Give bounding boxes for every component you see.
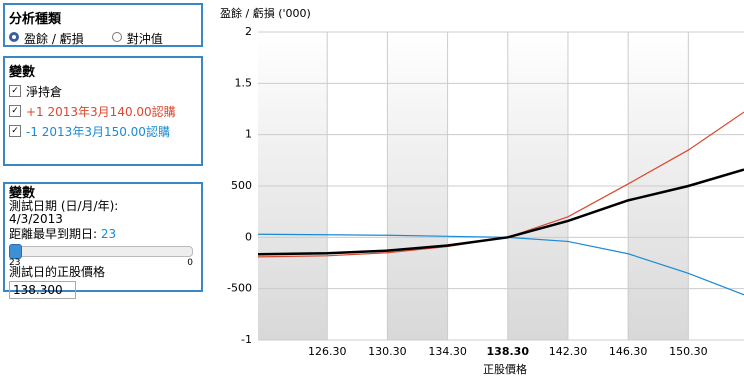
y-tick-label: -500	[227, 282, 252, 295]
slider[interactable]: 23 0	[9, 244, 197, 268]
x-tick-label: 126.30	[308, 345, 347, 358]
x-tick-label: 138.30	[487, 345, 530, 358]
days: 23	[100, 227, 117, 241]
panel-title: 變數	[9, 65, 36, 80]
panel-title: 變數	[9, 186, 36, 201]
y-tick-label: 2	[245, 25, 252, 38]
price-label: 測試日的正股價格	[9, 265, 106, 279]
shaded-band	[507, 32, 568, 340]
checkbox[interactable]: ✓	[9, 85, 21, 97]
check-row: ✓ +1 2013年3月140.00認購	[9, 103, 197, 120]
item-label: +1 2013年3月140.00認購	[26, 105, 176, 119]
chart-title: 盈餘 / 虧損 ('000)	[220, 6, 311, 20]
series-line	[257, 111, 744, 258]
y-tick-label: -1	[241, 333, 252, 346]
slider-end: 0	[187, 258, 193, 268]
slider-track	[9, 246, 193, 257]
x-tick-label: 150.30	[669, 345, 708, 358]
days-label: 距離最早到期日:	[9, 227, 98, 241]
option-label: 對沖值	[126, 32, 163, 46]
slider-handle[interactable]	[9, 244, 22, 259]
shaded-band	[258, 32, 328, 340]
shaded-band	[628, 32, 689, 340]
test-panel: 變數 測試日期 (日/月/年): 4/3/2013 距離最早到期日: 23 23…	[3, 182, 203, 299]
radio[interactable]	[111, 32, 122, 42]
series-line	[257, 233, 744, 296]
date-label: 測試日期 (日/月/年):	[9, 199, 119, 213]
option-label: 盈餘 / 虧損	[24, 32, 84, 46]
analysis-panel: 分析種類 盈餘 / 虧損 對沖值	[3, 3, 203, 47]
days-row: 距離最早到期日: 23	[9, 228, 197, 241]
y-tick-label: 0	[245, 230, 252, 243]
shaded-band	[387, 32, 448, 340]
item-label: -1 2013年3月150.00認購	[26, 125, 170, 139]
checkbox[interactable]: ✓	[9, 125, 21, 137]
x-tick-label: 134.30	[428, 345, 467, 358]
date: 4/3/2013	[9, 212, 63, 226]
item-label: 淨持倉	[26, 85, 63, 99]
y-tick-label: 1.5	[235, 76, 253, 89]
slider-start: 23	[9, 258, 21, 268]
price-input[interactable]: 138.300	[9, 281, 76, 299]
x-tick-label: 142.30	[549, 345, 588, 358]
variables-panel: 變數 ✓ 淨持倉 ✓ +1 2013年3月140.00認購 ✓ -1 2013年3月1…	[3, 56, 203, 166]
radio-selected[interactable]	[9, 32, 19, 42]
checkbox[interactable]: ✓	[9, 105, 21, 117]
x-tick-label: 146.30	[609, 345, 648, 358]
y-tick-label: 500	[231, 179, 252, 192]
radio-row: 盈餘 / 虧損 對沖值	[9, 30, 197, 47]
panel-title: 分析種類	[9, 12, 62, 27]
check-row: ✓ 淨持倉	[9, 83, 197, 100]
series-line	[257, 168, 744, 256]
x-axis-label: 正股價格	[483, 362, 527, 376]
y-tick-label: 1	[245, 128, 252, 141]
check-row: ✓ -1 2013年3月150.00認購	[9, 123, 197, 140]
x-tick-label: 130.30	[368, 345, 407, 358]
